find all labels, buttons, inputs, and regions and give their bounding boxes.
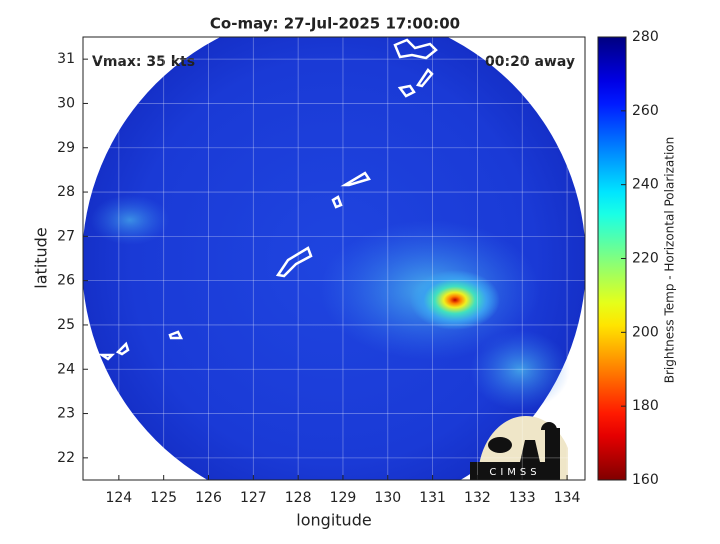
colorbar-label: Brightness Temp - Horizontal Polarizatio… bbox=[663, 137, 677, 384]
vmax-label: Vmax: 35 kts bbox=[92, 54, 195, 70]
logo-silhouette bbox=[470, 422, 560, 480]
colorbar-tick-label: 260 bbox=[632, 103, 659, 119]
storm-core bbox=[410, 270, 500, 330]
cloud-band bbox=[90, 195, 170, 245]
x-tick-label: 133 bbox=[509, 490, 536, 506]
y-tick-label: 24 bbox=[57, 361, 75, 377]
y-tick-label: 22 bbox=[57, 450, 75, 466]
x-tick-label: 134 bbox=[554, 490, 581, 506]
colorbar-tick-label: 180 bbox=[632, 398, 659, 414]
plot-frame bbox=[82, 36, 586, 481]
y-tick-label: 25 bbox=[57, 317, 75, 333]
logo: CIMSS bbox=[470, 415, 568, 480]
x-tick-label: 132 bbox=[464, 490, 491, 506]
imagery bbox=[83, 37, 585, 480]
coastlines bbox=[97, 38, 438, 361]
x-tick-label: 124 bbox=[105, 490, 132, 506]
x-tick-label: 129 bbox=[330, 490, 357, 506]
y-tick-label: 28 bbox=[57, 184, 75, 200]
colorbar-tick-label: 200 bbox=[632, 324, 659, 340]
colorbar-tick-label: 240 bbox=[632, 177, 659, 193]
x-tick-label: 126 bbox=[195, 490, 222, 506]
x-tick-label: 130 bbox=[374, 490, 401, 506]
y-tick-label: 29 bbox=[57, 140, 75, 156]
time-away-label: 00:20 away bbox=[485, 54, 575, 70]
x-tick-label: 128 bbox=[285, 490, 312, 506]
x-tick-label: 131 bbox=[419, 490, 446, 506]
y-tick-label: 30 bbox=[57, 95, 75, 111]
colorbar-tick-label: 220 bbox=[632, 251, 659, 267]
logo-text: CIMSS bbox=[489, 467, 540, 478]
cloud-band bbox=[470, 330, 570, 410]
colorbar-tick-label: 160 bbox=[632, 472, 659, 488]
y-axis-label: latitude bbox=[32, 227, 51, 288]
y-tick-label: 27 bbox=[57, 228, 75, 244]
y-tick-label: 26 bbox=[57, 273, 75, 289]
colorbar-tick-label: 280 bbox=[632, 29, 659, 45]
x-tick-label: 127 bbox=[240, 490, 267, 506]
x-tick-label: 125 bbox=[150, 490, 177, 506]
title: Co-may: 27-Jul-2025 17:00:00 bbox=[210, 15, 460, 33]
y-tick-label: 23 bbox=[57, 406, 75, 422]
x-axis-label: longitude bbox=[296, 511, 371, 530]
y-tick-label: 31 bbox=[57, 51, 75, 67]
